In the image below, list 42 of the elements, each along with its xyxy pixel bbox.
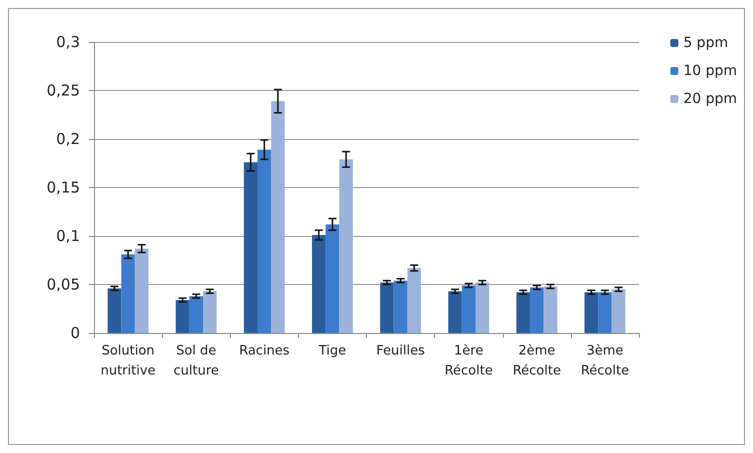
bar — [203, 291, 217, 333]
bar — [326, 224, 340, 333]
bar — [516, 292, 530, 333]
bar — [448, 291, 462, 333]
bar — [244, 162, 258, 333]
x-tick-label: 1ère Récolte — [444, 344, 493, 378]
bar — [176, 300, 190, 333]
bar — [312, 235, 326, 333]
bar — [530, 287, 544, 333]
legend-label: 10 ppm — [683, 63, 738, 79]
bar — [544, 286, 558, 333]
x-tick-label: Feuilles — [376, 344, 426, 358]
y-tick-label: 0,25 — [46, 82, 80, 100]
x-tick-label: 2ème Récolte — [512, 344, 561, 378]
bar — [258, 150, 272, 333]
y-tick-label: 0,15 — [46, 178, 80, 196]
bar — [598, 292, 612, 333]
bar — [121, 254, 135, 333]
bar — [271, 101, 285, 333]
bar — [108, 288, 122, 333]
y-tick-label: 0,3 — [56, 33, 80, 51]
bar — [339, 159, 353, 333]
y-tick-label: 0,2 — [56, 130, 80, 148]
y-tick-label: 0,1 — [56, 227, 80, 245]
bar — [407, 268, 421, 333]
bar — [134, 248, 148, 333]
legend-label: 20 ppm — [683, 91, 738, 107]
y-tick-label: 0 — [70, 324, 80, 342]
bar — [189, 296, 203, 333]
x-tick-label: Racines — [239, 344, 290, 358]
x-tick-label: Solution nutritive — [100, 344, 156, 378]
bar — [380, 282, 394, 333]
bar — [394, 280, 408, 333]
bar — [476, 282, 490, 333]
bar — [462, 285, 476, 333]
x-tick-label: 3ème Récolte — [580, 344, 630, 378]
x-tick-label: Sol de culture — [173, 344, 219, 378]
x-tick-label: Tige — [318, 344, 346, 358]
bar — [584, 292, 598, 333]
legend-label: 5 ppm — [683, 35, 728, 51]
y-tick-label: 0,05 — [46, 276, 80, 294]
bar — [612, 289, 626, 333]
